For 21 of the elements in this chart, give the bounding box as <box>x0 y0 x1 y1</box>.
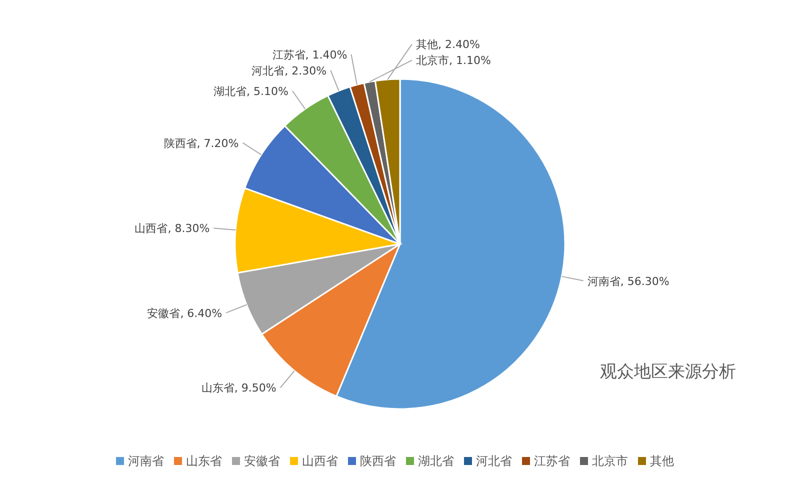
data-label: 河南省, 56.30% <box>587 274 670 288</box>
data-label: 其他, 2.40% <box>416 38 480 52</box>
data-label: 安徽省, 6.40% <box>147 306 222 320</box>
data-label: 陕西省, 7.20% <box>164 136 239 150</box>
data-label: 山东省, 9.50% <box>201 382 276 395</box>
text: 观众地区来源分析 <box>600 361 736 383</box>
data-label: 江苏省, 1.40% <box>272 48 348 62</box>
legend-label: 北京市 <box>592 454 628 468</box>
data-label: 湖北省, 5.10% <box>214 85 288 98</box>
legend-label: 山西省 <box>302 454 338 468</box>
data-label: 山西省, 8.30% <box>134 222 210 236</box>
legend-label: 陕西省 <box>360 454 396 468</box>
legend-label: 其他 <box>650 454 674 468</box>
legend-label: 湖北省 <box>418 454 454 468</box>
data-label: 北京市, 1.10% <box>416 54 491 68</box>
data-label: 河北省, 2.30% <box>252 64 327 78</box>
legend-label: 山东省 <box>186 454 222 468</box>
legend-label: 河北省 <box>476 454 512 468</box>
legend-label: 江苏省 <box>534 454 570 468</box>
legend-label: 河南省 <box>128 454 164 468</box>
legend-label: 安徽省 <box>244 454 280 468</box>
